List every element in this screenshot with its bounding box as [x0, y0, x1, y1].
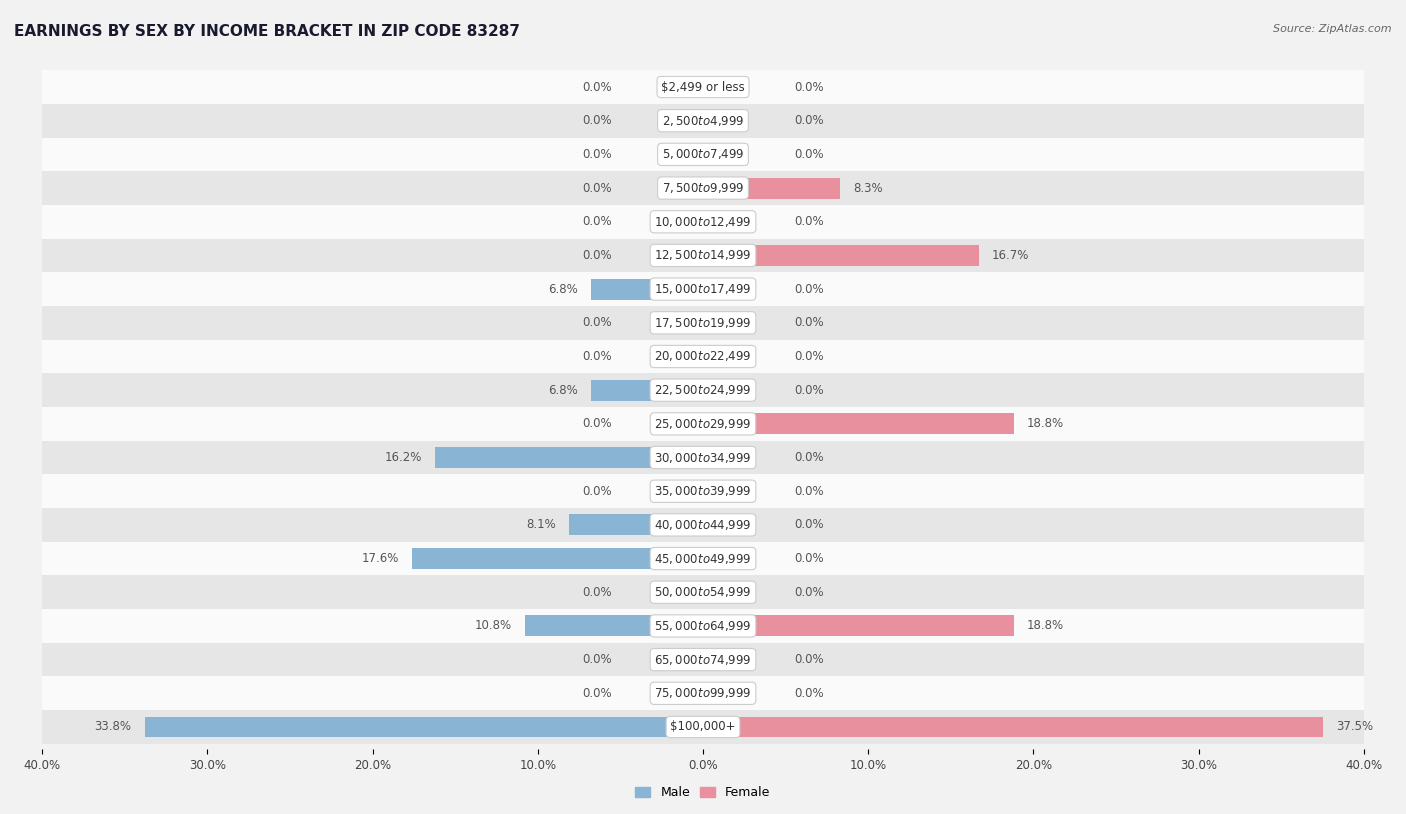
- Bar: [42, 542, 1364, 575]
- Text: 0.0%: 0.0%: [582, 81, 612, 94]
- Text: $55,000 to $64,999: $55,000 to $64,999: [654, 619, 752, 633]
- Text: 16.2%: 16.2%: [385, 451, 422, 464]
- Text: 0.0%: 0.0%: [582, 653, 612, 666]
- Text: 0.0%: 0.0%: [794, 81, 824, 94]
- Bar: [42, 339, 1364, 374]
- Text: Source: ZipAtlas.com: Source: ZipAtlas.com: [1274, 24, 1392, 34]
- Text: 0.0%: 0.0%: [582, 418, 612, 431]
- Text: 6.8%: 6.8%: [548, 282, 578, 295]
- Text: $25,000 to $29,999: $25,000 to $29,999: [654, 417, 752, 431]
- Bar: [569, 514, 703, 536]
- Text: $17,500 to $19,999: $17,500 to $19,999: [654, 316, 752, 330]
- Text: $75,000 to $99,999: $75,000 to $99,999: [654, 686, 752, 700]
- Text: 0.0%: 0.0%: [582, 114, 612, 127]
- Text: 0.0%: 0.0%: [582, 249, 612, 262]
- Bar: [42, 440, 1364, 475]
- Text: $45,000 to $49,999: $45,000 to $49,999: [654, 552, 752, 566]
- Text: 18.8%: 18.8%: [1026, 619, 1064, 632]
- Text: $10,000 to $12,499: $10,000 to $12,499: [654, 215, 752, 229]
- Bar: [703, 245, 979, 266]
- Text: $65,000 to $74,999: $65,000 to $74,999: [654, 653, 752, 667]
- Bar: [42, 407, 1364, 440]
- Bar: [591, 278, 703, 300]
- Text: 0.0%: 0.0%: [794, 484, 824, 497]
- Text: 0.0%: 0.0%: [582, 350, 612, 363]
- Bar: [42, 676, 1364, 710]
- Bar: [42, 239, 1364, 272]
- Text: EARNINGS BY SEX BY INCOME BRACKET IN ZIP CODE 83287: EARNINGS BY SEX BY INCOME BRACKET IN ZIP…: [14, 24, 520, 39]
- Text: 18.8%: 18.8%: [1026, 418, 1064, 431]
- Text: 37.5%: 37.5%: [1336, 720, 1372, 733]
- Bar: [412, 548, 703, 569]
- Text: 0.0%: 0.0%: [582, 317, 612, 330]
- Text: $100,000+: $100,000+: [671, 720, 735, 733]
- Bar: [436, 447, 703, 468]
- Text: 0.0%: 0.0%: [794, 653, 824, 666]
- Text: 8.1%: 8.1%: [526, 519, 555, 532]
- Text: $2,500 to $4,999: $2,500 to $4,999: [662, 114, 744, 128]
- Bar: [145, 716, 703, 737]
- Bar: [42, 575, 1364, 609]
- Text: 10.8%: 10.8%: [474, 619, 512, 632]
- Bar: [42, 306, 1364, 339]
- Bar: [42, 374, 1364, 407]
- Text: 0.0%: 0.0%: [794, 552, 824, 565]
- Bar: [42, 205, 1364, 239]
- Text: 0.0%: 0.0%: [794, 215, 824, 228]
- Text: 0.0%: 0.0%: [794, 383, 824, 396]
- Text: $12,500 to $14,999: $12,500 to $14,999: [654, 248, 752, 262]
- Text: 0.0%: 0.0%: [794, 586, 824, 599]
- Bar: [42, 104, 1364, 138]
- Text: 0.0%: 0.0%: [582, 215, 612, 228]
- Bar: [42, 475, 1364, 508]
- Text: $2,499 or less: $2,499 or less: [661, 81, 745, 94]
- Text: 0.0%: 0.0%: [582, 586, 612, 599]
- Bar: [703, 716, 1323, 737]
- Text: $30,000 to $34,999: $30,000 to $34,999: [654, 450, 752, 465]
- Text: $5,000 to $7,499: $5,000 to $7,499: [662, 147, 744, 161]
- Text: $7,500 to $9,999: $7,500 to $9,999: [662, 181, 744, 195]
- Bar: [42, 171, 1364, 205]
- Text: 0.0%: 0.0%: [794, 317, 824, 330]
- Text: 0.0%: 0.0%: [582, 148, 612, 161]
- Text: $40,000 to $44,999: $40,000 to $44,999: [654, 518, 752, 532]
- Bar: [703, 615, 1014, 637]
- Text: 0.0%: 0.0%: [794, 350, 824, 363]
- Text: 33.8%: 33.8%: [94, 720, 131, 733]
- Text: 0.0%: 0.0%: [794, 148, 824, 161]
- Bar: [42, 643, 1364, 676]
- Text: 0.0%: 0.0%: [582, 687, 612, 700]
- Text: 16.7%: 16.7%: [993, 249, 1029, 262]
- Text: 0.0%: 0.0%: [794, 114, 824, 127]
- Text: 8.3%: 8.3%: [853, 182, 883, 195]
- Bar: [591, 379, 703, 400]
- Bar: [42, 70, 1364, 104]
- Text: 0.0%: 0.0%: [794, 282, 824, 295]
- Text: $35,000 to $39,999: $35,000 to $39,999: [654, 484, 752, 498]
- Text: 0.0%: 0.0%: [794, 687, 824, 700]
- Text: 0.0%: 0.0%: [794, 519, 824, 532]
- Bar: [703, 177, 841, 199]
- Text: 6.8%: 6.8%: [548, 383, 578, 396]
- Text: $15,000 to $17,499: $15,000 to $17,499: [654, 282, 752, 296]
- Bar: [42, 138, 1364, 171]
- Text: 0.0%: 0.0%: [582, 484, 612, 497]
- Text: $20,000 to $22,499: $20,000 to $22,499: [654, 349, 752, 364]
- Bar: [42, 508, 1364, 542]
- Text: $50,000 to $54,999: $50,000 to $54,999: [654, 585, 752, 599]
- Bar: [42, 609, 1364, 643]
- Legend: Male, Female: Male, Female: [630, 781, 776, 804]
- Text: 17.6%: 17.6%: [361, 552, 399, 565]
- Bar: [42, 272, 1364, 306]
- Bar: [703, 414, 1014, 435]
- Bar: [42, 710, 1364, 744]
- Bar: [524, 615, 703, 637]
- Text: $22,500 to $24,999: $22,500 to $24,999: [654, 383, 752, 397]
- Text: 0.0%: 0.0%: [582, 182, 612, 195]
- Text: 0.0%: 0.0%: [794, 451, 824, 464]
